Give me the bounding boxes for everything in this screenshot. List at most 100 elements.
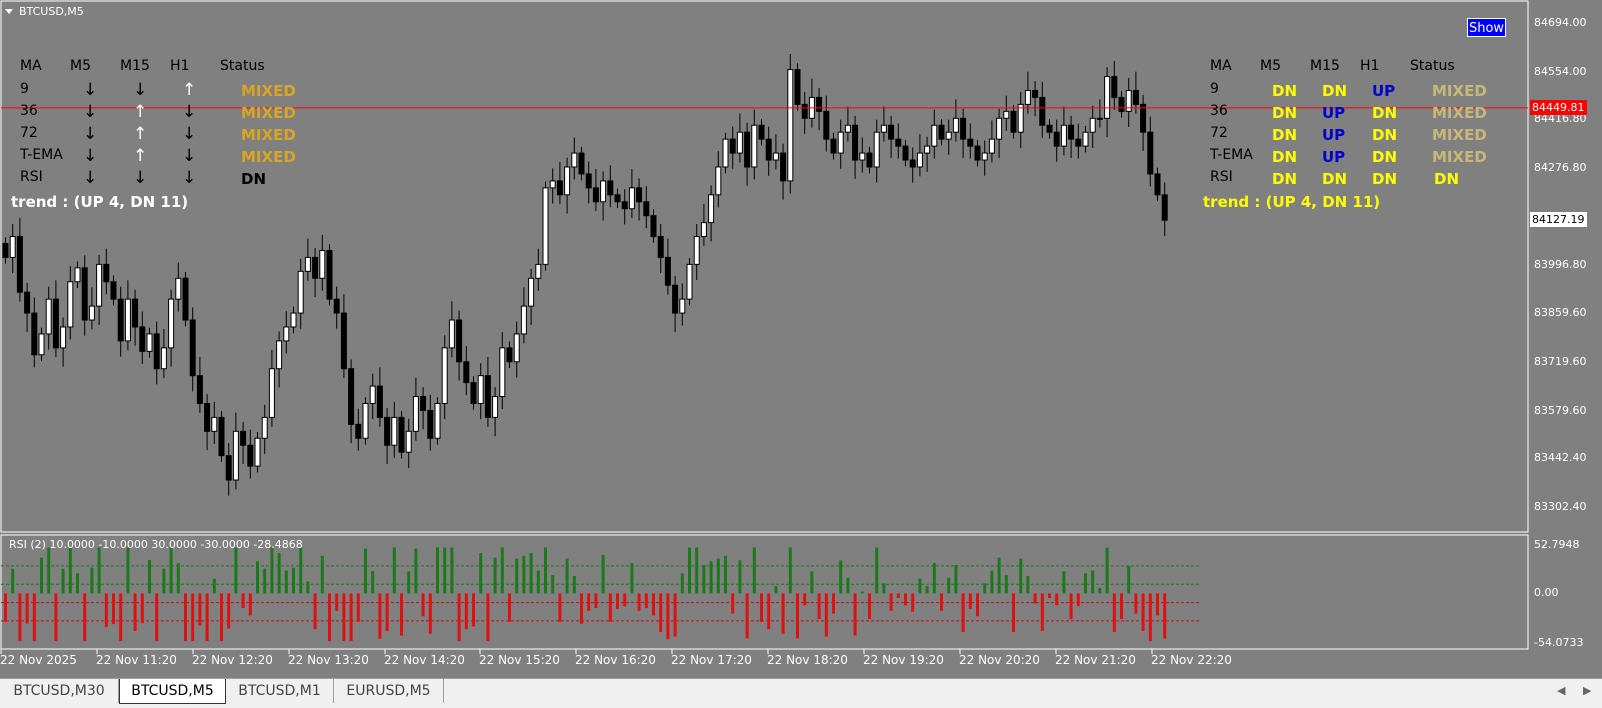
show-button[interactable]: Show <box>1467 18 1506 37</box>
left-table-header: M5 <box>70 58 91 74</box>
tab-btcusd-m5[interactable]: BTCUSD,M5 <box>119 679 226 704</box>
rsi-histogram-bar <box>976 593 979 617</box>
left-table-header: M15 <box>120 58 150 74</box>
candle-body <box>1039 96 1046 126</box>
rsi-axis-label: 0.00 <box>1534 586 1559 600</box>
left-table-status: MIXED <box>241 126 296 144</box>
candle-body <box>16 236 23 293</box>
rsi-histogram-bar <box>947 577 951 594</box>
rsi-histogram-bar <box>932 563 936 594</box>
candle-body <box>700 222 707 238</box>
arrow-down-icon: ↓ <box>83 124 98 144</box>
right-trend-summary: trend : (UP 4, DN 11) <box>1203 193 1381 211</box>
rsi-histogram-bar <box>997 557 1001 594</box>
rsi-histogram-bar <box>263 568 267 594</box>
rsi-histogram-bar <box>1148 593 1152 642</box>
candle-body <box>189 319 196 377</box>
collapse-icon[interactable] <box>5 9 13 14</box>
rsi-histogram-bar <box>1112 593 1116 632</box>
rsi-histogram-bar <box>162 568 166 594</box>
candle-body <box>1132 89 1139 105</box>
rsi-histogram-bar <box>832 593 835 614</box>
rsi-axis-label: -54.0733 <box>1534 636 1584 649</box>
right-table-status: MIXED <box>1432 82 1487 100</box>
candle-body <box>384 416 391 446</box>
rsi-histogram-bar <box>356 593 360 622</box>
scroll-left-icon[interactable]: ◀ <box>1557 685 1566 697</box>
main-chart-frame <box>0 0 1529 533</box>
candle-body <box>765 138 772 161</box>
candle-body <box>542 187 549 265</box>
arrow-down-icon: ↓ <box>182 102 197 122</box>
candle-body <box>1017 103 1024 133</box>
candle-body <box>996 117 1003 140</box>
rsi-histogram-bar <box>104 593 108 627</box>
candle-body <box>1118 96 1125 112</box>
tab-btcusd-m30[interactable]: BTCUSD,M30 <box>0 679 119 703</box>
candle-body <box>247 444 254 467</box>
scroll-right-icon[interactable]: ▶ <box>1583 685 1592 697</box>
left-table-status: MIXED <box>241 82 296 100</box>
rsi-histogram-bar <box>133 593 137 632</box>
candle-body <box>340 312 347 370</box>
rsi-histogram-bar <box>248 593 252 616</box>
candle-body <box>333 298 340 314</box>
candle-body <box>1082 131 1089 147</box>
candle-body <box>124 298 131 342</box>
candle-body <box>744 131 751 168</box>
candle-body <box>110 281 117 300</box>
rsi-histogram-bar <box>234 547 238 594</box>
candle-body <box>945 131 952 140</box>
left-table-header: H1 <box>170 58 190 74</box>
rsi-histogram-bar <box>464 593 468 630</box>
rsi-histogram-bar <box>709 561 713 594</box>
candle-body <box>132 298 139 328</box>
candle-body <box>823 110 830 140</box>
chart-area[interactable]: BTCUSD,M5 Show RSI (2) 10.0000 -10.0000 … <box>0 0 1602 678</box>
rsi-histogram-bar <box>925 586 929 594</box>
candle-body <box>780 152 787 182</box>
candle-body <box>290 312 297 328</box>
right-table-status: MIXED <box>1432 148 1487 166</box>
rsi-histogram-bar <box>1033 593 1037 604</box>
rsi-histogram-bar <box>544 547 547 594</box>
rsi-histogram-bar <box>414 548 418 594</box>
candle-body <box>585 173 592 189</box>
candle-body <box>391 416 398 446</box>
rsi-histogram-bar <box>860 591 864 594</box>
candle-body <box>578 152 585 175</box>
tab-eurusd-m5[interactable]: EURUSD,M5 <box>334 679 444 703</box>
left-table-header: MA <box>20 58 42 74</box>
candle-body <box>1161 194 1168 221</box>
right-table-row-label: 9 <box>1210 81 1219 97</box>
right-table-cell: DN <box>1272 170 1298 188</box>
candle-body <box>355 423 362 439</box>
rsi-histogram-bar <box>1141 593 1145 632</box>
rsi-histogram-bar <box>1040 593 1044 632</box>
price-axis-label: 83442.40 <box>1534 451 1587 465</box>
candle-body <box>232 430 239 481</box>
candle-body <box>103 263 110 283</box>
rsi-histogram-bar <box>4 593 7 622</box>
candle-body <box>909 159 916 168</box>
candle-body <box>672 284 679 314</box>
candle-body <box>1104 76 1111 119</box>
tab-btcusd-m1[interactable]: BTCUSD,M1 <box>226 679 334 703</box>
price-axis-label: 83859.60 <box>1534 306 1587 320</box>
rsi-histogram-bar <box>392 547 396 594</box>
candle-body <box>463 361 470 384</box>
candle-body <box>146 333 153 352</box>
rsi-histogram-bar <box>292 567 295 594</box>
candle-body <box>1075 138 1082 147</box>
right-table-cell: DN <box>1322 82 1348 100</box>
price-axis-label: 83996.80 <box>1534 258 1587 272</box>
candle-body <box>218 416 225 457</box>
candle-body <box>1046 124 1053 133</box>
time-axis-label: 22 Nov 16:20 <box>575 653 656 667</box>
candle-body <box>708 194 715 224</box>
left-table-row-label: 72 <box>20 125 38 141</box>
right-table-header: M5 <box>1260 58 1281 74</box>
rsi-histogram-bar <box>781 593 785 634</box>
arrow-down-icon: ↓ <box>182 168 197 188</box>
candle-body <box>499 347 506 398</box>
